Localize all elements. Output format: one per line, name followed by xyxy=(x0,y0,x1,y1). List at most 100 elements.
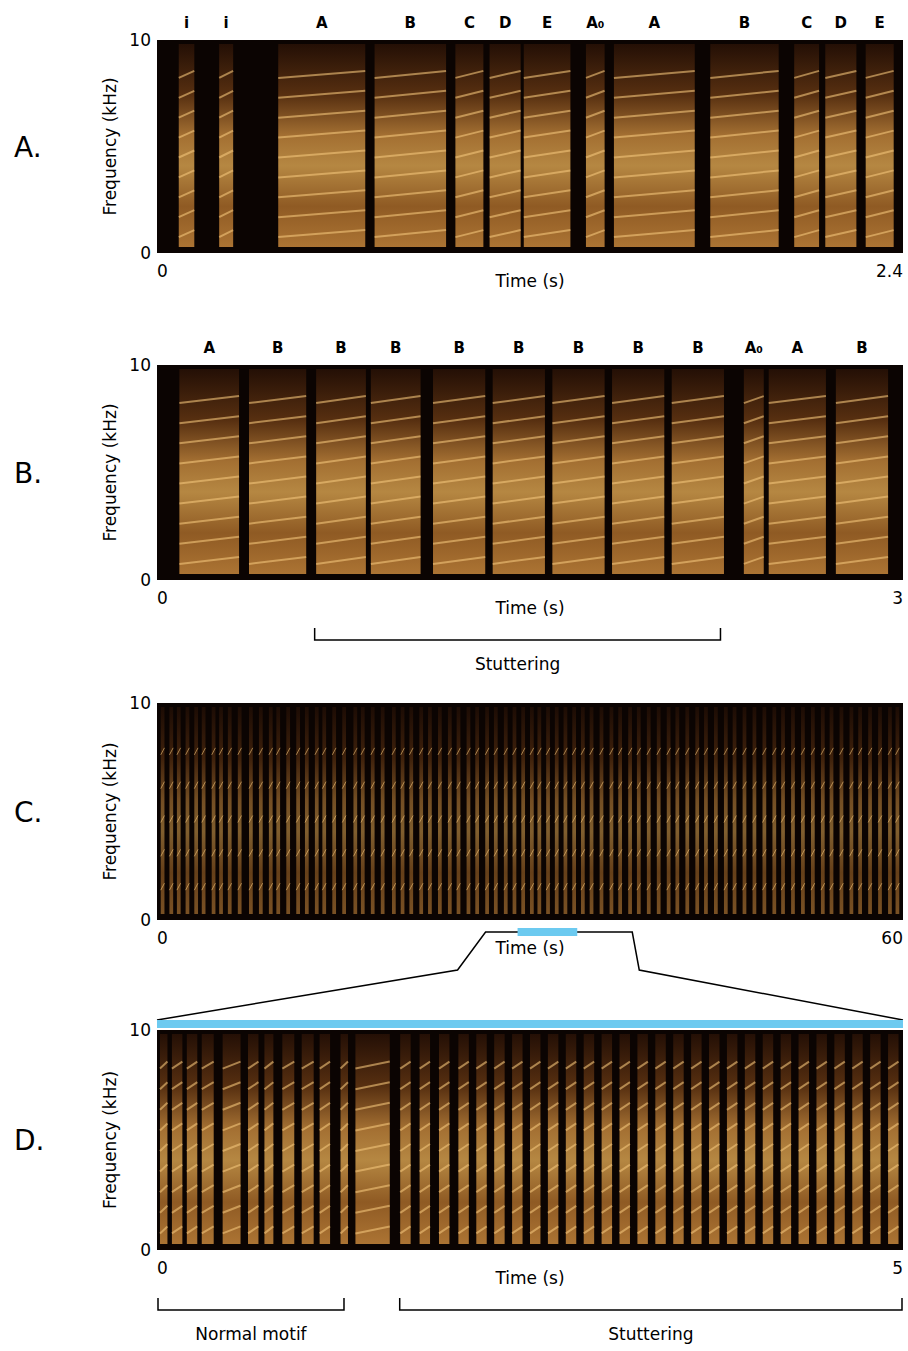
syllable xyxy=(419,707,423,914)
syllable xyxy=(744,369,764,574)
harmonic xyxy=(512,1185,522,1192)
harmonic xyxy=(672,436,724,443)
syllable-body xyxy=(169,707,173,914)
syllable xyxy=(530,1034,540,1244)
harmonic xyxy=(332,883,336,890)
harmonic xyxy=(467,883,471,890)
harmonic xyxy=(438,748,442,755)
harmonic xyxy=(657,816,661,823)
harmonic xyxy=(316,497,366,504)
harmonic xyxy=(816,1185,826,1192)
harmonic xyxy=(566,1062,576,1069)
marks xyxy=(160,1034,899,1244)
harmonic xyxy=(672,396,724,403)
syllable-body xyxy=(710,44,778,247)
harmonic xyxy=(248,1185,258,1192)
syllable xyxy=(836,369,888,574)
harmonic xyxy=(548,1165,558,1172)
syllable xyxy=(219,707,223,914)
harmonic xyxy=(628,748,632,755)
harmonic xyxy=(493,557,545,564)
syllable-label: B xyxy=(335,339,346,357)
syllable xyxy=(564,707,568,914)
syllable xyxy=(475,707,479,914)
harmonic xyxy=(695,883,699,890)
harmonic xyxy=(685,816,689,823)
harmonic xyxy=(521,782,525,789)
harmonic xyxy=(438,816,442,823)
harmonic xyxy=(878,883,882,890)
harmonic xyxy=(675,748,679,755)
harmonic xyxy=(888,1062,898,1069)
harmonic xyxy=(866,170,894,177)
harmonic xyxy=(455,91,483,98)
harmonic xyxy=(586,91,605,98)
syllable-body xyxy=(282,1034,294,1244)
harmonic xyxy=(744,517,764,524)
harmonic xyxy=(552,537,604,544)
harmonic xyxy=(637,1165,647,1172)
harmonic xyxy=(753,816,757,823)
x-axis-title: Time (s) xyxy=(494,1268,564,1288)
harmonic xyxy=(381,748,385,755)
y-axis-title: Frequency (kHz) xyxy=(100,403,120,541)
marks xyxy=(179,44,894,247)
harmonic xyxy=(219,71,233,78)
harmonic xyxy=(286,883,290,890)
harmonic xyxy=(228,849,232,856)
harmonic xyxy=(355,1123,389,1130)
harmonic xyxy=(305,849,309,856)
harmonic xyxy=(655,1226,665,1233)
harmonic xyxy=(433,517,485,524)
syllable-body xyxy=(836,369,888,574)
harmonic xyxy=(187,1062,197,1069)
syllable xyxy=(276,707,280,914)
syllable xyxy=(409,707,413,914)
harmonic xyxy=(743,849,747,856)
harmonic xyxy=(866,71,894,78)
harmonic xyxy=(714,883,718,890)
harmonic xyxy=(637,1062,647,1069)
harmonic xyxy=(264,1062,273,1069)
harmonic xyxy=(371,816,375,823)
harmonic xyxy=(269,748,273,755)
harmonic xyxy=(278,230,365,237)
harmonic xyxy=(521,883,525,890)
harmonic xyxy=(772,748,776,755)
harmonic xyxy=(794,131,819,138)
harmonic xyxy=(513,849,517,856)
harmonic xyxy=(401,782,405,789)
harmonic xyxy=(332,849,336,856)
harmonic xyxy=(264,1082,273,1089)
harmonic xyxy=(219,748,223,755)
harmonic xyxy=(830,816,834,823)
syllable xyxy=(695,707,699,914)
syllable xyxy=(493,369,545,574)
harmonic xyxy=(781,1226,791,1233)
harmonic xyxy=(530,1062,540,1069)
syllable xyxy=(733,707,737,914)
harmonic xyxy=(485,748,489,755)
harmonic xyxy=(628,816,632,823)
harmonic xyxy=(704,782,708,789)
harmonic xyxy=(179,91,195,98)
harmonic xyxy=(811,748,815,755)
harmonic xyxy=(825,190,856,197)
harmonic xyxy=(401,816,405,823)
harmonic xyxy=(836,557,888,564)
harmonic xyxy=(637,1226,647,1233)
harmonic xyxy=(264,1144,273,1151)
harmonic xyxy=(316,477,366,484)
harmonic xyxy=(400,1185,410,1192)
harmonic xyxy=(555,816,559,823)
bracket xyxy=(158,1298,344,1310)
syllable xyxy=(834,1034,844,1244)
harmonic xyxy=(801,782,805,789)
harmonic xyxy=(655,1144,665,1151)
harmonic xyxy=(602,1206,612,1213)
harmonic xyxy=(695,782,699,789)
harmonic xyxy=(296,849,300,856)
harmonic xyxy=(858,748,862,755)
harmonic xyxy=(763,1165,773,1172)
harmonic xyxy=(494,1082,504,1089)
